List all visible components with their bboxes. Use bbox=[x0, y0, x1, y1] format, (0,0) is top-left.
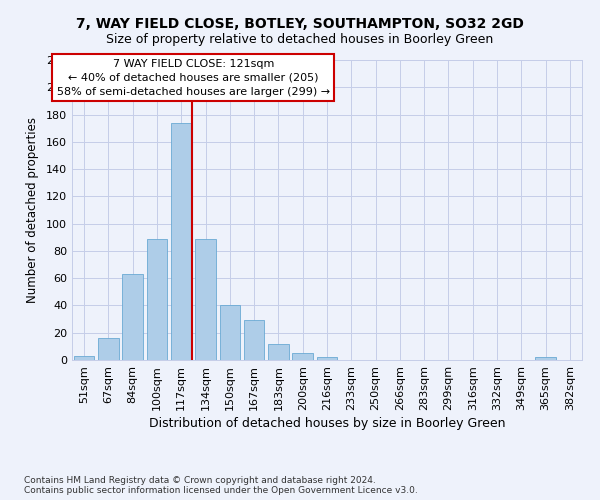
Bar bbox=[98, 338, 119, 360]
Bar bbox=[122, 274, 143, 360]
Text: 7, WAY FIELD CLOSE, BOTLEY, SOUTHAMPTON, SO32 2GD: 7, WAY FIELD CLOSE, BOTLEY, SOUTHAMPTON,… bbox=[76, 18, 524, 32]
X-axis label: Distribution of detached houses by size in Boorley Green: Distribution of detached houses by size … bbox=[149, 417, 505, 430]
Bar bbox=[220, 306, 240, 360]
Bar bbox=[317, 358, 337, 360]
Bar bbox=[146, 238, 167, 360]
Bar bbox=[292, 353, 313, 360]
Bar bbox=[535, 358, 556, 360]
Text: Contains HM Land Registry data © Crown copyright and database right 2024.
Contai: Contains HM Land Registry data © Crown c… bbox=[24, 476, 418, 495]
Bar bbox=[74, 356, 94, 360]
Text: 7 WAY FIELD CLOSE: 121sqm
← 40% of detached houses are smaller (205)
58% of semi: 7 WAY FIELD CLOSE: 121sqm ← 40% of detac… bbox=[57, 58, 330, 96]
Y-axis label: Number of detached properties: Number of detached properties bbox=[26, 117, 39, 303]
Bar bbox=[244, 320, 265, 360]
Text: Size of property relative to detached houses in Boorley Green: Size of property relative to detached ho… bbox=[106, 32, 494, 46]
Bar bbox=[171, 122, 191, 360]
Bar bbox=[195, 238, 216, 360]
Bar bbox=[268, 344, 289, 360]
